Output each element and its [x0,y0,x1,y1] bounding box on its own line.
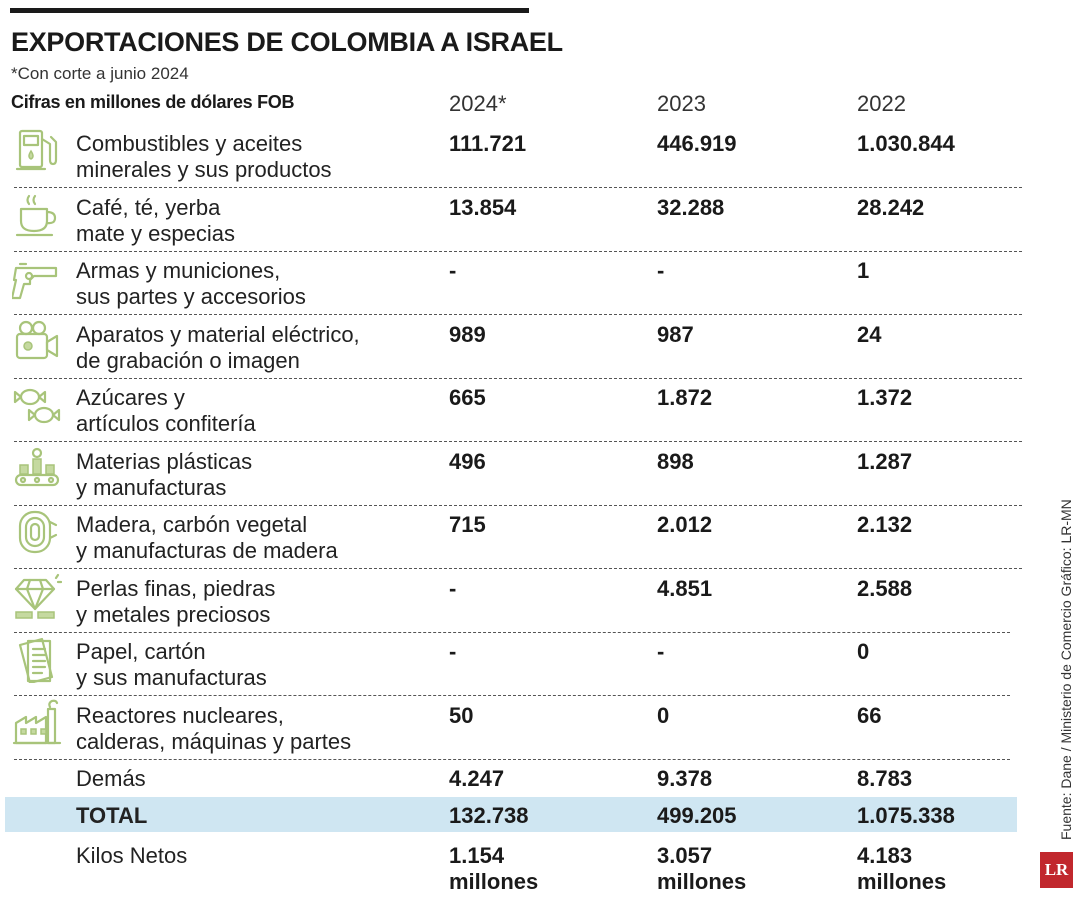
row-value-2023: - [657,258,665,283]
cutoff-note: *Con corte a junio 2024 [11,64,189,83]
year-header-2023: 2023 [657,91,706,116]
video-camera-icon [15,320,59,360]
kilos-value-2022: 4.183 millones [857,843,947,894]
row-value-2024: 13.854 [449,195,517,220]
title-rule [10,8,529,13]
row-value-2024: 50 [449,703,474,728]
row-value-2022: 2.132 [857,512,913,537]
row-divider [14,378,1022,379]
row-value-2024: 111.721 [449,131,527,156]
row-value-2023: 32.288 [657,195,725,220]
row-value-2024: 715 [449,512,486,537]
kilos-value-2024: 1.154 millones [449,843,539,894]
total-highlight [5,797,1017,832]
row-label: Combustibles y aceites minerales y sus pr… [76,131,332,182]
row-value-2024: - [449,639,457,664]
row-value-2023: 1.872 [657,385,713,410]
row-value-2022: 1.287 [857,449,913,474]
kilos-value-2023: 3.057 millones [657,843,747,894]
total-label: TOTAL [76,803,148,828]
row-value-2023: 2.012 [657,512,713,537]
factory-conveyor-icon [14,447,60,487]
row-divider [14,187,1022,188]
row-value-2022: 66 [857,703,882,728]
total-value-2023: 499.205 [657,803,737,828]
year-header-2022: 2022 [857,91,906,116]
row-divider [14,759,1010,760]
row-label: Madera, carbón vegetal y manufacturas de … [76,512,338,563]
row-divider [14,695,1010,696]
total-value-2022: 1.075.338 [857,803,955,828]
wood-log-icon [18,510,58,554]
row-value-2024: 4.247 [449,766,505,791]
fuel-pump-icon [15,129,58,171]
row-label: Aparatos y material eléctrico, de grabaci… [76,322,360,373]
industrial-plant-icon [12,699,62,745]
row-value-2024: 989 [449,322,486,347]
row-value-2023: 446.919 [657,131,737,156]
row-value-2023: 987 [657,322,694,347]
row-value-2024: - [449,576,457,601]
row-value-2023: 4.851 [657,576,713,601]
total-value-2024: 132.738 [449,803,529,828]
row-label: Reactores nucleares, calderas, máquinas y… [76,703,352,754]
row-value-2022: 2.588 [857,576,913,601]
candy-icon [13,388,61,424]
row-value-2023: 898 [657,449,694,474]
coffee-cup-icon [15,194,57,237]
year-header-2024: 2024* [449,91,507,116]
row-value-2022: 8.783 [857,766,913,791]
source-credit: Fuente: Dane / Ministerio de Comercio Gr… [1058,499,1074,840]
row-divider [14,568,1022,569]
paper-sheets-icon [18,637,54,683]
row-label: Café, té, yerba mate y especias [76,195,235,246]
row-divider [14,632,1010,633]
row-value-2024: - [449,258,457,283]
kilos-label: Kilos Netos [76,843,188,868]
row-label: Armas y municiones, sus partes y accesori… [76,258,306,309]
row-divider [14,441,1022,442]
row-label: Perlas finas, piedras y metales preciosos [76,576,276,627]
row-label: Materias plásticas y manufacturas [76,449,253,500]
row-value-2024: 665 [449,385,486,410]
row-value-2023: 0 [657,703,670,728]
row-label: Papel, cartón y sus manufacturas [76,639,267,690]
row-value-2022: 0 [857,639,870,664]
diamond-icon [14,573,62,619]
row-label: Demás [76,766,146,791]
row-divider [14,314,1022,315]
pistol-icon [12,262,58,300]
row-value-2022: 1.030.844 [857,131,955,156]
row-divider [14,505,1022,506]
row-value-2022: 28.242 [857,195,925,220]
row-label: Azúcares y artículos confitería [76,385,256,436]
row-value-2024: 496 [449,449,486,474]
units-label: Cifras en millones de dólares FOB [11,92,295,112]
row-value-2022: 24 [857,322,882,347]
row-value-2022: 1.372 [857,385,913,410]
row-value-2023: 9.378 [657,766,713,791]
row-value-2023: - [657,639,665,664]
chart-title: EXPORTACIONES DE COLOMBIA A ISRAEL [11,27,563,57]
lr-logo: LR [1040,852,1073,888]
row-value-2022: 1 [857,258,870,283]
row-divider [14,251,1022,252]
